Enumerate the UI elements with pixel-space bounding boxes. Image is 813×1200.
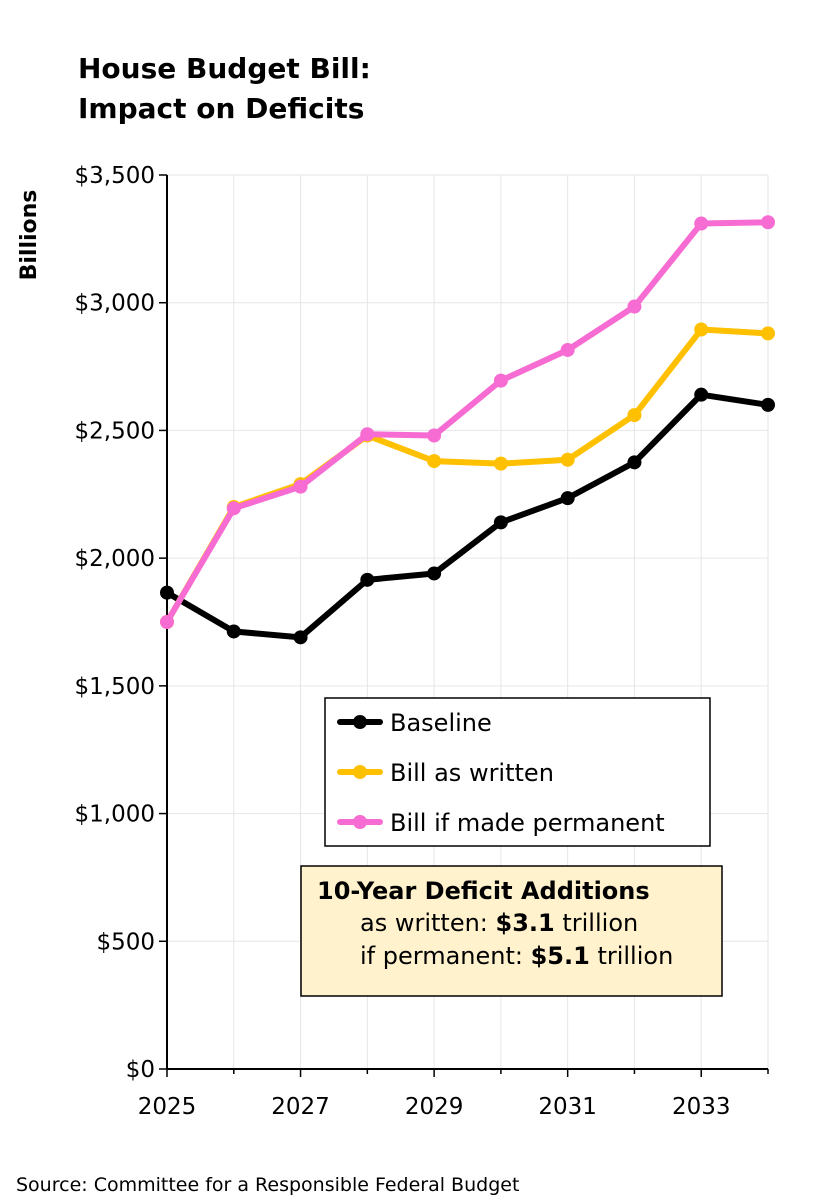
data-point-bill-if-made-permanent [293,479,308,494]
legend-box [324,697,711,847]
data-point-bill-if-made-permanent [427,428,442,443]
data-point-bill-as-written [627,408,642,423]
note-line-if-permanent-prefix: if permanent: [360,942,531,970]
y-tick-label: $3,500 [75,163,155,189]
data-point-bill-if-made-permanent [160,615,174,629]
note-line-if-permanent-suffix: trillion [590,942,673,970]
y-tick-label: $2,500 [75,418,155,444]
y-tick-label: $500 [96,929,155,955]
x-tick-label: 2031 [538,1094,597,1120]
legend-marker-bill-if-made-permanent [353,815,367,829]
data-point-baseline [493,515,508,530]
note-line-as-written-value: $3.1 [496,909,555,937]
legend-label-baseline: Baseline [390,709,492,737]
data-point-bill-if-made-permanent [627,299,642,314]
data-point-baseline [560,491,575,506]
y-tick-label: $2,000 [75,546,155,572]
series-line-bill-if-made-permanent [164,219,771,625]
note-line-if-permanent-value: $5.1 [531,942,590,970]
data-point-baseline [627,455,642,470]
series-bill-as-written [160,322,775,629]
data-point-bill-as-written [427,454,442,469]
note-box [300,865,723,997]
legend: Baseline Bill as written Bill if made pe… [324,697,711,847]
series-bill-if-made-permanent [160,215,775,629]
y-tick-label: $1,500 [75,674,155,700]
data-point-bill-if-made-permanent [493,373,508,388]
x-tick-labels: 2025 2027 2029 2031 2033 [138,1094,731,1120]
data-point-baseline [160,585,174,600]
legend-label-bill-if-made-permanent: Bill if made permanent [390,809,665,837]
legend-marker-baseline [353,715,367,729]
x-tick-label: 2027 [271,1094,330,1120]
chart-title-line-1: House Budget Bill: [78,52,371,85]
data-point-bill-if-made-permanent [226,501,241,516]
data-point-baseline [694,387,709,402]
series-baseline [160,387,775,645]
note-line-as-written-prefix: as written: [360,909,496,937]
series-line-baseline [164,391,771,641]
data-point-baseline [226,624,241,639]
series-line-bill-as-written [164,326,771,625]
data-point-baseline [761,397,775,412]
data-point-baseline [293,630,308,645]
note-heading: 10-Year Deficit Additions [317,877,650,905]
x-tick-label: 2029 [405,1094,464,1120]
chart-title-line-2: Impact on Deficits [78,92,364,125]
y-tick-labels: $0 $500 $1,000 $1,500 $2,000 $2,500 $3,000 $3,5… [75,163,155,1083]
y-tick-label: $0 [126,1057,155,1083]
x-tick-label: 2033 [672,1094,731,1120]
data-point-bill-as-written [560,452,575,467]
deficit-additions-note: 10-Year Deficit Additions as written: $3… [300,865,723,997]
series-lines [160,215,775,645]
data-point-bill-as-written [694,322,709,337]
data-point-baseline [360,572,375,587]
data-point-bill-as-written [761,326,775,341]
y-tick-label: $3,000 [75,291,155,317]
x-tick-label: 2025 [138,1094,197,1120]
data-point-bill-if-made-permanent [694,216,709,231]
data-point-bill-if-made-permanent [360,427,375,442]
data-point-bill-if-made-permanent [761,215,775,230]
source-note: Source: Committee for a Responsible Fede… [16,1174,519,1196]
note-line-if-permanent: if permanent: $5.1 trillion [360,942,673,970]
data-point-baseline [427,566,442,581]
y-tick-label: $1,000 [75,802,155,828]
y-axis-title: Billions [17,190,42,281]
data-point-bill-if-made-permanent [560,342,575,357]
note-line-as-written: as written: $3.1 trillion [360,909,638,937]
note-line-as-written-suffix: trillion [555,909,638,937]
legend-marker-bill-as-written [353,765,367,779]
data-point-bill-as-written [493,456,508,471]
legend-label-bill-as-written: Bill as written [390,759,554,787]
